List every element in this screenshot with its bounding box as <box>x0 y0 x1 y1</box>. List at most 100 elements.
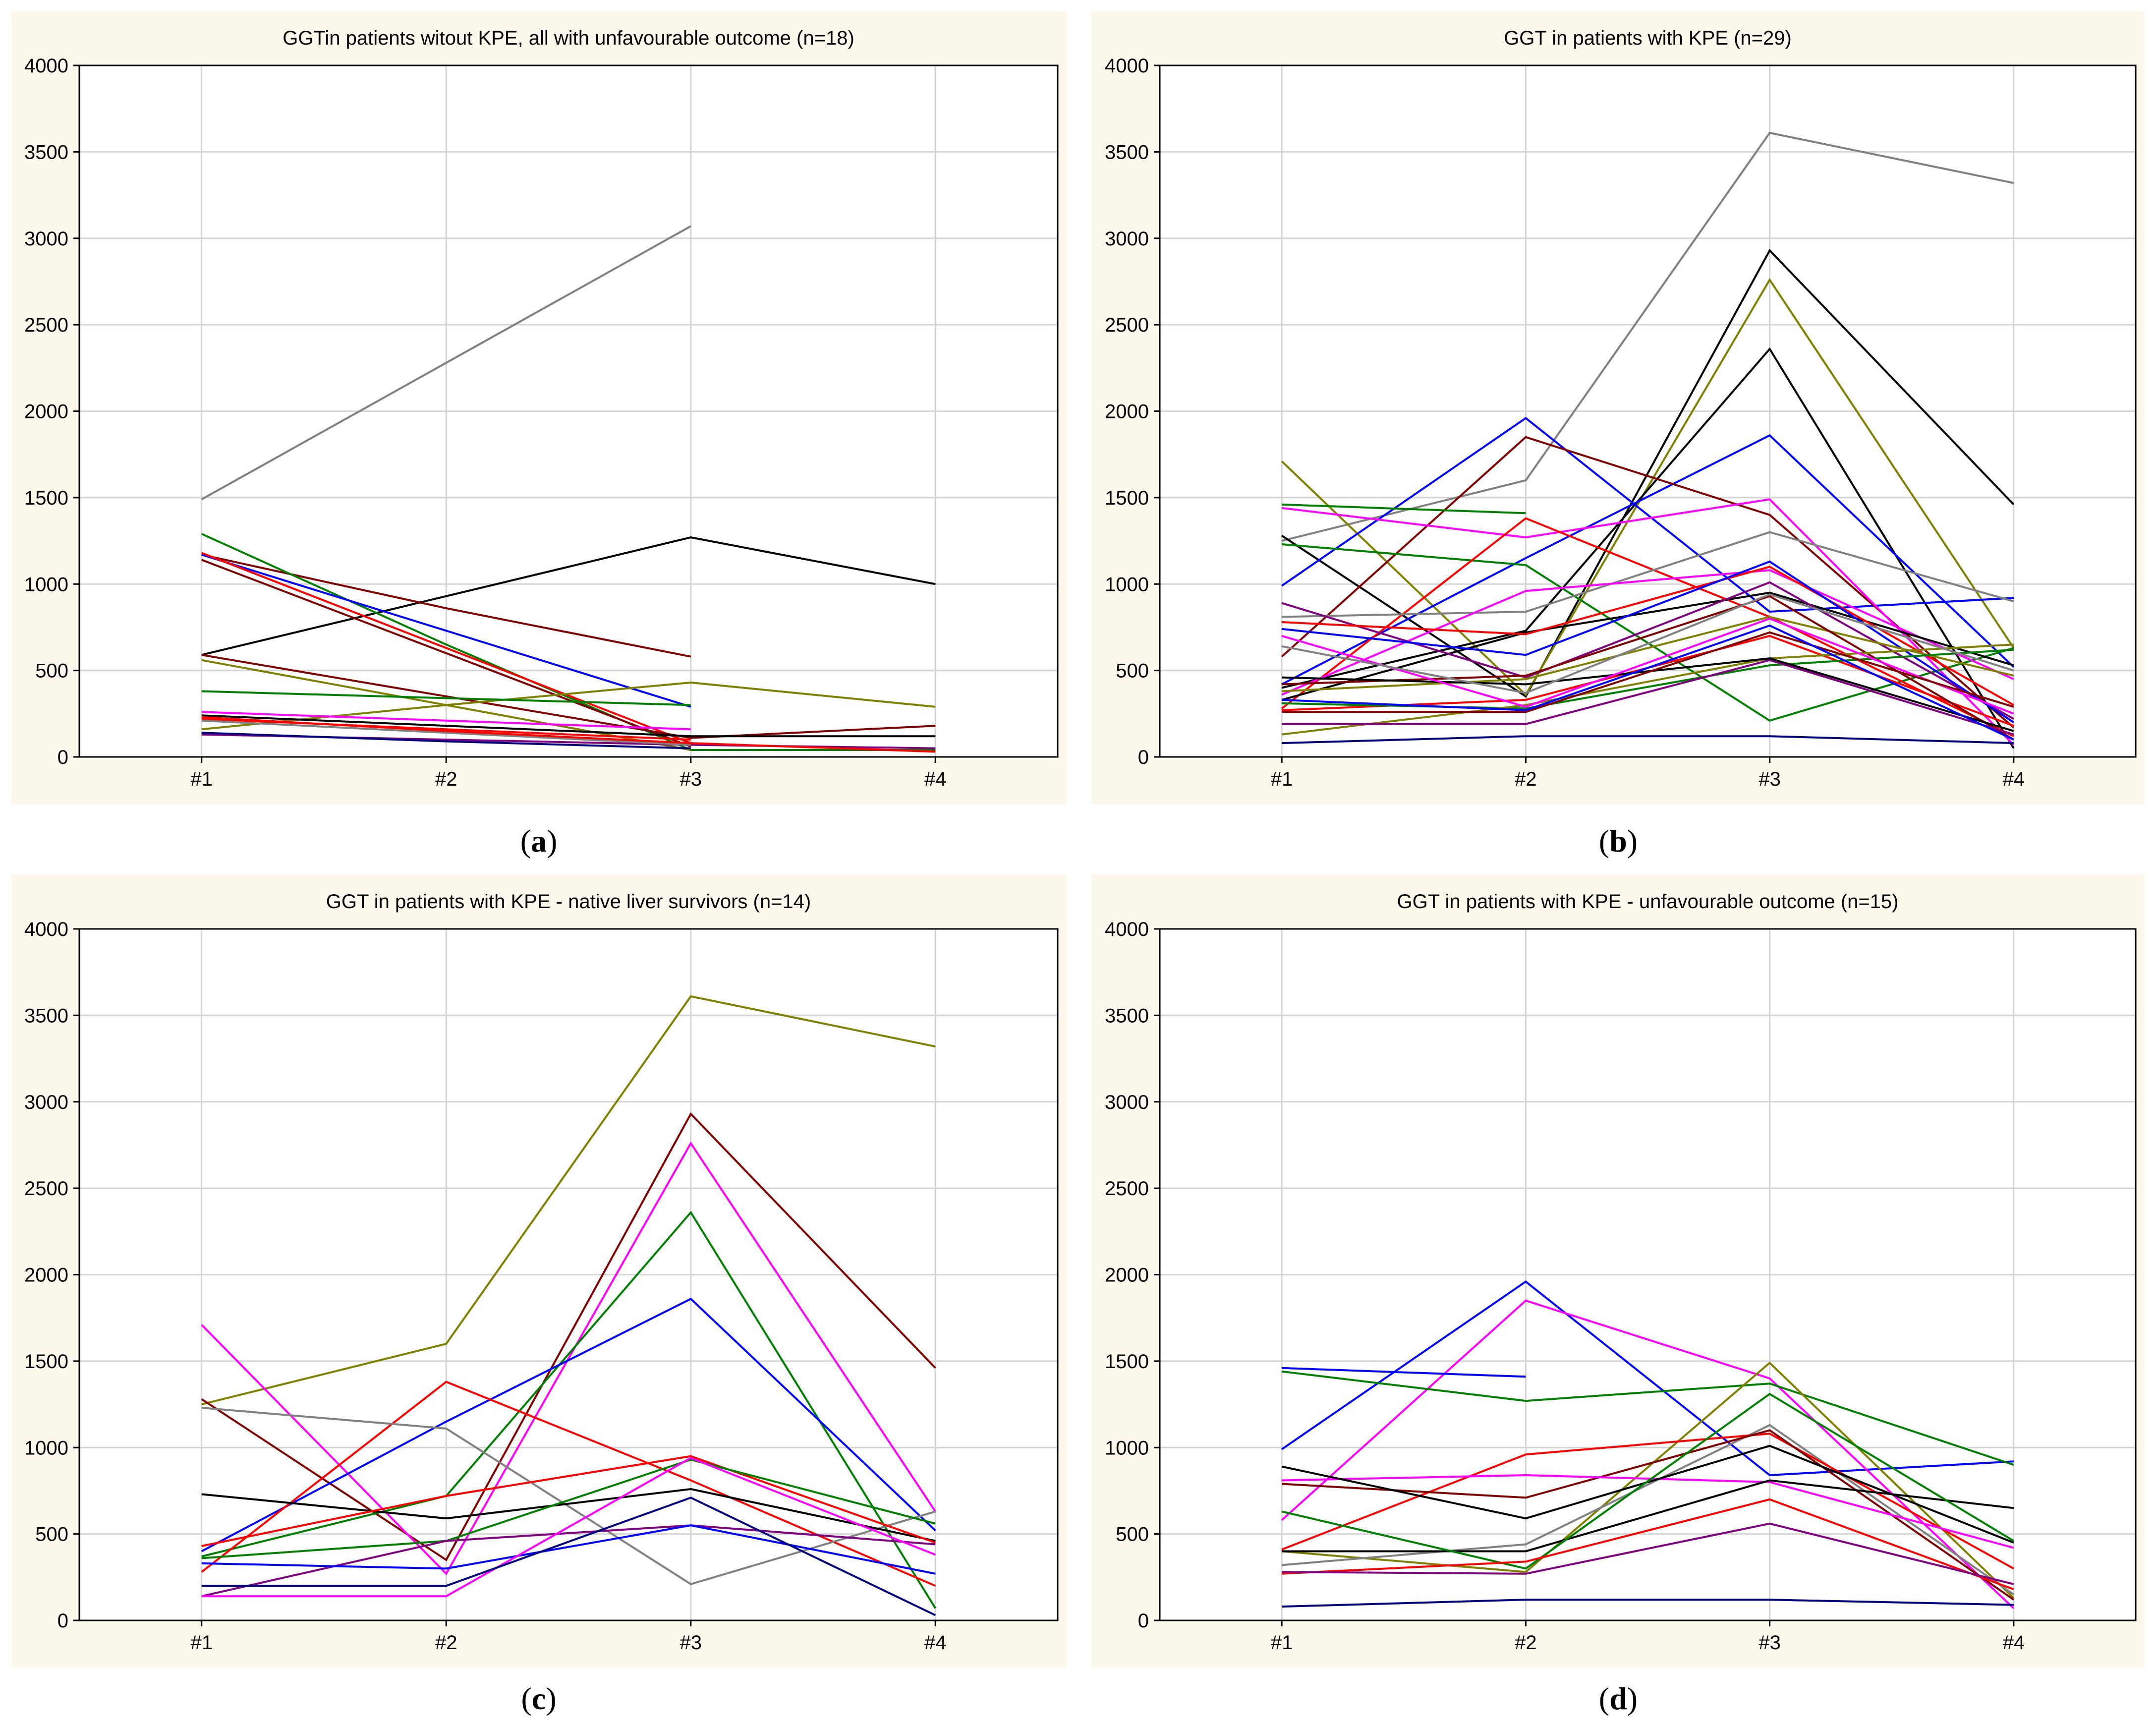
caption-d: (d) <box>1598 1681 1638 1716</box>
y-tick-label: 2000 <box>1105 401 1149 423</box>
y-tick-label: 4000 <box>24 55 68 77</box>
chart-c-svg: GGT in patients with KPE - native liver … <box>11 874 1067 1668</box>
x-tick-label: #3 <box>1759 768 1781 790</box>
y-tick-label: 1500 <box>1105 487 1149 509</box>
series-line-1 <box>1281 131 2014 542</box>
x-tick-label: #4 <box>924 1632 947 1654</box>
series-line-17 <box>1281 560 2015 723</box>
y-tick-label: 1500 <box>24 487 68 509</box>
series-line-18 <box>201 732 691 749</box>
series-line-28 <box>1282 735 2014 745</box>
series-line-4 <box>201 533 936 751</box>
series-line-8 <box>1281 498 2015 746</box>
series-line-18 <box>1282 616 2014 692</box>
caption-a: (a) <box>520 823 558 859</box>
x-tick-label: #1 <box>1271 768 1293 790</box>
series-line-7 <box>201 559 691 748</box>
chart-panel-a: GGTin patients witout KPE, all with unfa… <box>11 11 1067 804</box>
chart-d-svg: GGT in patients with KPE - unfavourable … <box>1091 874 2145 1668</box>
y-tick-label: 500 <box>1116 1524 1149 1546</box>
series-line-1 <box>201 225 691 501</box>
series-line-3 <box>1282 1367 1526 1378</box>
x-tick-label: #2 <box>1515 1632 1537 1654</box>
y-tick-label: 2500 <box>24 314 68 336</box>
y-tick-label: 4000 <box>1105 55 1149 77</box>
series-line-14 <box>201 1496 936 1616</box>
series-line-5 <box>201 1297 936 1553</box>
series-line-4 <box>201 1210 937 1609</box>
series-line-12 <box>1281 1392 2014 1570</box>
series-line-16 <box>1282 566 2014 706</box>
y-tick-label: 3500 <box>24 141 68 163</box>
plot-frame <box>1159 64 2137 758</box>
x-tick-label: #1 <box>1271 1632 1293 1654</box>
y-tick-label: 2500 <box>1105 314 1149 336</box>
series-line-2 <box>201 536 936 656</box>
y-tick-label: 1500 <box>24 1351 68 1373</box>
chart-panel-d: GGT in patients with KPE - unfavourable … <box>1091 874 2145 1668</box>
chart-a-svg: GGTin patients witout KPE, all with unfa… <box>11 11 1067 804</box>
x-tick-label: #1 <box>191 768 213 790</box>
y-tick-label: 1000 <box>1105 574 1149 595</box>
series-line-27 <box>1282 631 2014 713</box>
series-line-5 <box>1281 1361 2015 1599</box>
y-tick-label: 0 <box>57 747 68 768</box>
series-line-6 <box>201 1381 936 1587</box>
x-tick-label: #1 <box>191 1632 213 1654</box>
plot-frame <box>78 928 1059 1621</box>
y-tick-label: 2000 <box>24 401 68 423</box>
chart-panel-b: GGT in patients with KPE (n=29) 0 500 1000 1… <box>1091 11 2145 804</box>
series-line-9 <box>1282 1474 2014 1549</box>
series-line-15 <box>201 714 936 738</box>
y-tick-label: 3500 <box>1105 141 1149 163</box>
series-line-3 <box>1281 278 2015 696</box>
chart-panel-c: GGT in patients with KPE - native liver … <box>11 874 1067 1668</box>
series-line-16 <box>201 719 691 746</box>
caption-b: (b) <box>1598 823 1638 859</box>
y-tick-label: 500 <box>35 1524 68 1546</box>
series-line-9 <box>201 1455 936 1547</box>
series-line-5 <box>201 554 691 708</box>
series-line-10 <box>201 1458 936 1559</box>
series-line-13 <box>1282 1498 2014 1591</box>
chart-title: GGT in patients with KPE (n=29) <box>1504 27 1792 49</box>
chart-title: GGT in patients with KPE - unfavourable … <box>1397 891 1898 913</box>
y-tick-label: 500 <box>35 660 68 682</box>
y-tick-label: 0 <box>1138 747 1149 768</box>
series-line-22 <box>1281 643 2014 736</box>
x-tick-label: #4 <box>2003 1632 2025 1654</box>
x-tick-label: #3 <box>680 1632 702 1654</box>
y-tick-label: 2000 <box>1105 1265 1149 1286</box>
series-line-25 <box>1281 617 2014 715</box>
y-tick-label: 3000 <box>24 228 68 250</box>
series-line-26 <box>1281 593 2014 694</box>
y-tick-label: 4000 <box>1105 919 1149 940</box>
series-line-3 <box>201 1141 936 1576</box>
y-tick-label: 4000 <box>24 919 68 940</box>
y-tick-label: 3000 <box>24 1092 68 1113</box>
series-line-2 <box>201 1112 936 1561</box>
plot-frame <box>1159 928 2137 1621</box>
series-line-6 <box>201 552 691 744</box>
x-tick-label: #2 <box>435 768 457 790</box>
series-line-17 <box>201 716 936 753</box>
y-tick-label: 3500 <box>1105 1005 1149 1027</box>
y-tick-label: 3000 <box>1105 228 1149 250</box>
chart-title: GGTin patients witout KPE, all with unfa… <box>283 27 854 49</box>
series-line-23 <box>1282 659 2014 736</box>
series-line-12 <box>201 711 691 731</box>
y-tick-label: 1000 <box>24 1437 68 1459</box>
y-tick-label: 1000 <box>24 574 68 595</box>
series-line-9 <box>201 654 936 739</box>
chart-title: GGT in patients with KPE - native liver … <box>326 891 811 913</box>
series-line-12 <box>201 1524 936 1575</box>
x-tick-label: #2 <box>435 1632 457 1654</box>
series-line-11 <box>1282 1479 2014 1553</box>
y-tick-label: 2500 <box>24 1178 68 1200</box>
chart-b-svg: GGT in patients with KPE (n=29) 0 500 1000 1… <box>1091 11 2145 804</box>
x-tick-label: #3 <box>1759 1632 1781 1654</box>
series-line-5 <box>1281 434 2015 686</box>
series-line-2 <box>1281 248 2015 698</box>
series-line-13 <box>201 1456 936 1598</box>
y-tick-label: 3500 <box>24 1005 68 1027</box>
